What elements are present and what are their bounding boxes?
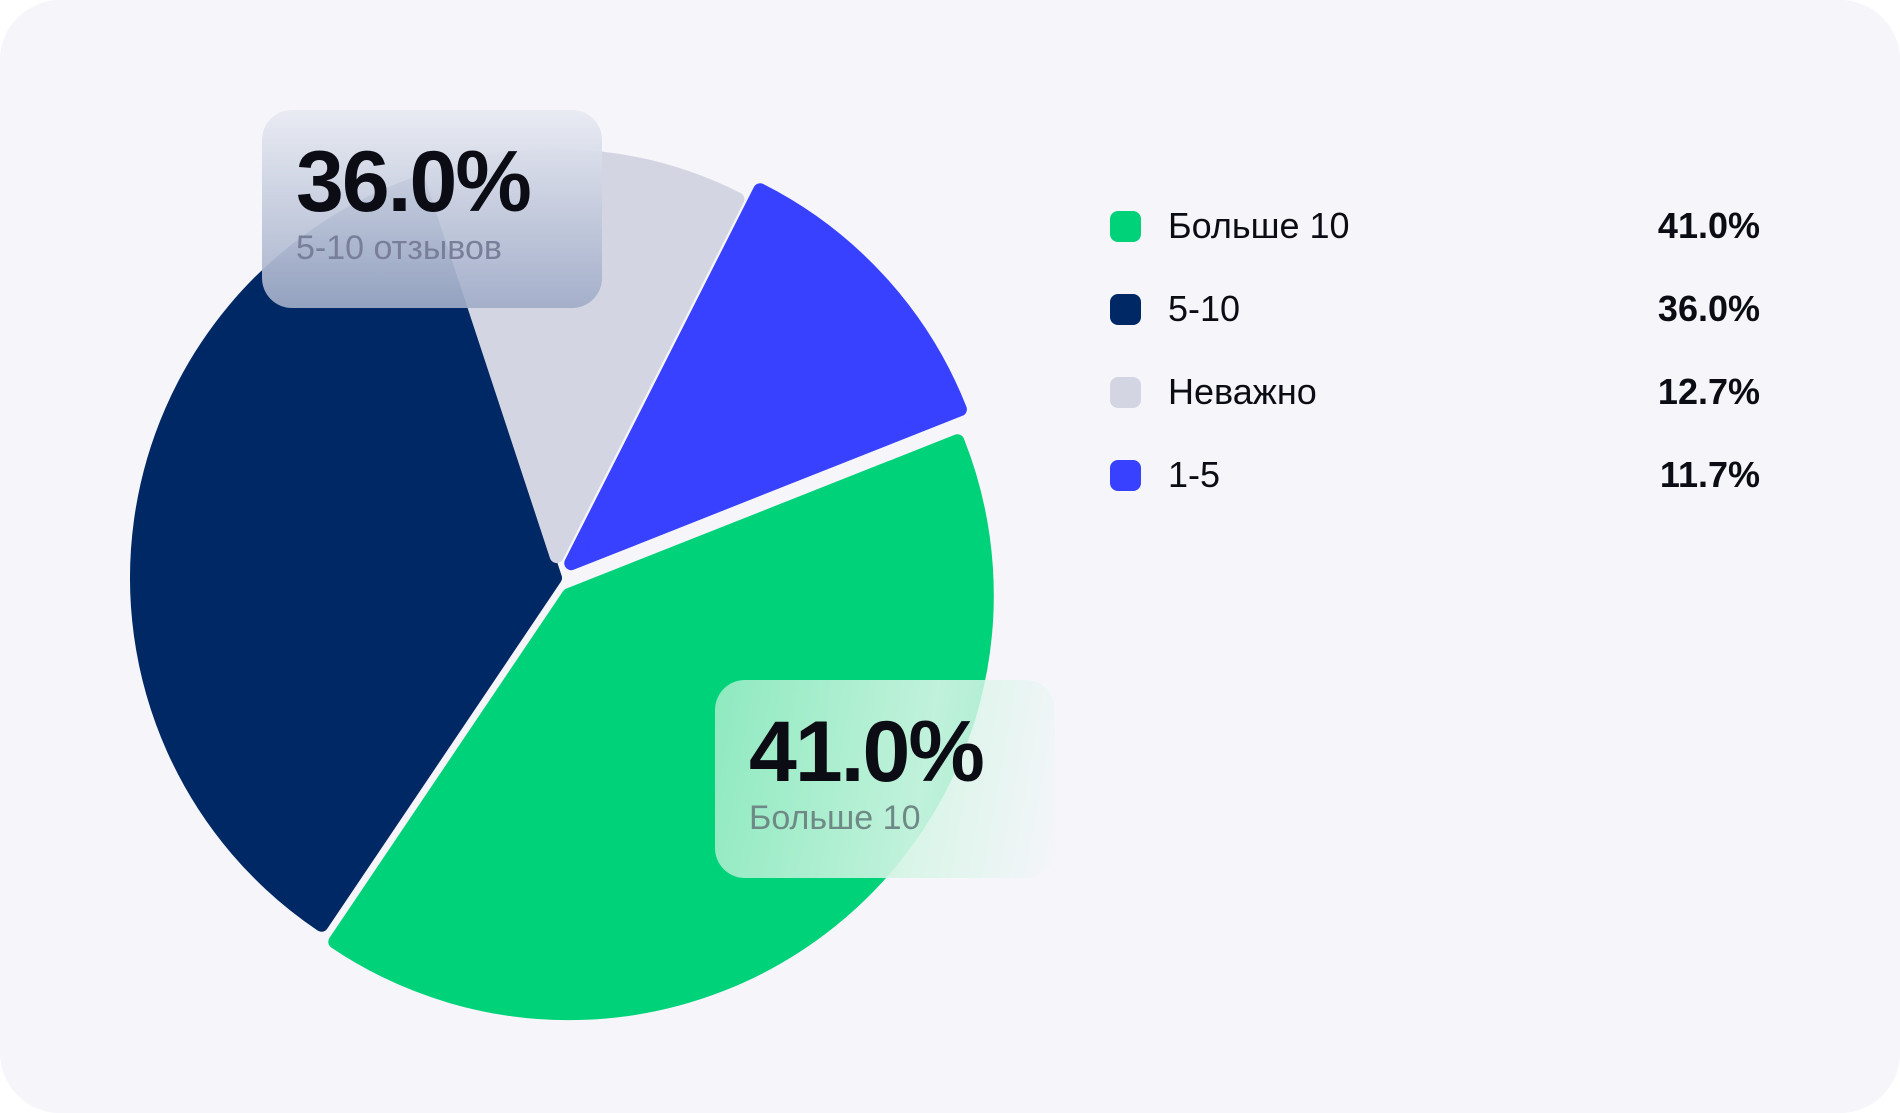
legend-label: Неважно bbox=[1168, 371, 1317, 412]
legend-swatch bbox=[1110, 377, 1141, 408]
legend-swatch bbox=[1110, 294, 1141, 325]
legend-label: 1-5 bbox=[1168, 454, 1221, 495]
legend-item: Неважно 12.7% bbox=[1110, 366, 1760, 449]
legend-swatch bbox=[1110, 211, 1141, 242]
legend-item: 1-5 11.7% bbox=[1110, 449, 1760, 532]
legend-label: Больше 10 bbox=[1168, 205, 1350, 246]
callout-5-10: 36.0% 5-10 отзывов bbox=[262, 110, 602, 308]
legend-item: 5-10 36.0% bbox=[1110, 283, 1760, 366]
callout-more-than-10: 41.0% Больше 10 bbox=[715, 680, 1055, 878]
legend: Больше 10 41.0% 5-10 36.0% Неважно 12.7%… bbox=[1110, 200, 1760, 532]
callout-5-10-value: 36.0% bbox=[296, 134, 532, 230]
legend-item: Больше 10 41.0% bbox=[1110, 200, 1760, 283]
callout-5-10-label: 5-10 отзывов bbox=[296, 229, 502, 267]
pie-slice bbox=[564, 183, 967, 571]
legend-swatch bbox=[1110, 460, 1141, 491]
legend-value: 11.7% bbox=[1659, 454, 1760, 495]
legend-value: 41.0% bbox=[1657, 205, 1760, 246]
legend-value: 36.0% bbox=[1657, 288, 1760, 329]
legend-value: 12.7% bbox=[1657, 371, 1760, 412]
callout-more-than-10-label: Больше 10 bbox=[749, 799, 921, 837]
callout-more-than-10-value: 41.0% bbox=[749, 704, 985, 800]
legend-label: 5-10 bbox=[1168, 288, 1241, 329]
